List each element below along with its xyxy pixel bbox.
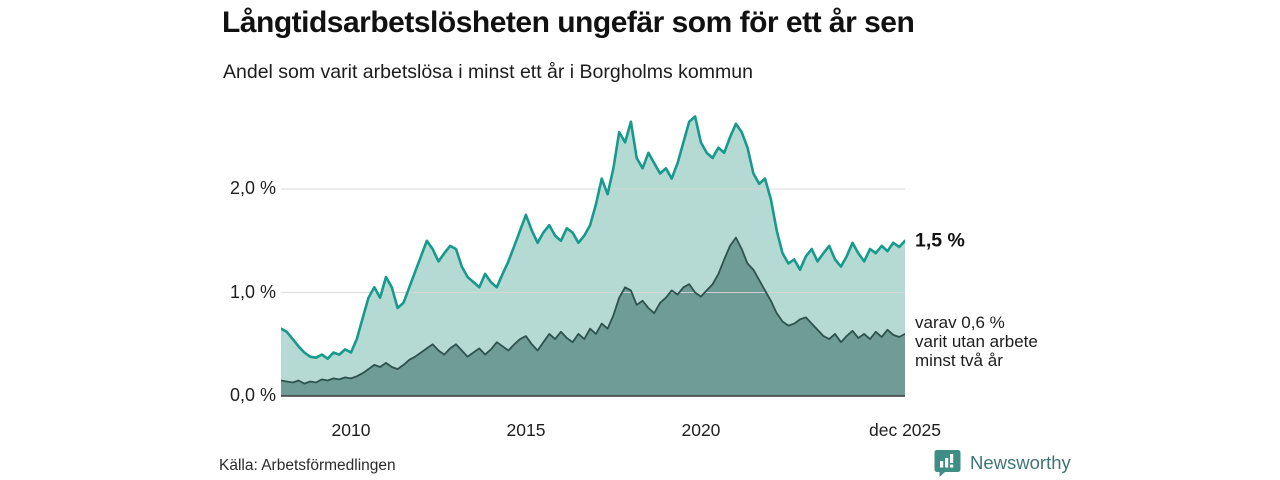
y-tick-label-2: 2,0 %: [229, 178, 276, 199]
series-line-arbetslosa-minst-ett-ar: [281, 115, 905, 360]
end-label-total: 1,5 %: [915, 229, 965, 252]
newsworthy-logo: Newsworthy: [933, 448, 1071, 478]
y-tick-label-1: 1,0 %: [229, 281, 276, 302]
chart-subtitle: Andel som varit arbetslösa i minst ett å…: [223, 61, 753, 83]
y-tick-label-0: 0,0 %: [229, 385, 276, 406]
x-tick-label-2020: 2020: [681, 420, 721, 440]
x-tick-label-dec-2025: dec 2025: [868, 420, 942, 440]
end-label-subset: varav 0,6 % varit utan arbete minst två …: [915, 313, 1038, 370]
area-fill-utan-arbete-minst-tva-ar: [281, 237, 905, 396]
x-tick-label-2015: 2015: [506, 420, 546, 440]
source-credit: Källa: Arbetsförmedlingen: [219, 457, 396, 474]
chart-plot-area: [281, 104, 905, 400]
page-title: Långtidsarbetslösheten ungefär som för e…: [222, 6, 915, 39]
end-label-subset-line1: varav 0,6 %: [915, 313, 1005, 332]
end-label-subset-line3: minst två år: [915, 351, 1003, 370]
bar-chart-speech-bubble-icon: [934, 450, 961, 477]
end-label-subset-line2: varit utan arbete: [915, 332, 1038, 351]
brand-name: Newsworthy: [970, 452, 1071, 473]
series-line-utan-arbete-minst-tva-ar: [281, 236, 905, 385]
x-tick-label-2010: 2010: [331, 420, 371, 440]
area-chart: [281, 115, 905, 397]
